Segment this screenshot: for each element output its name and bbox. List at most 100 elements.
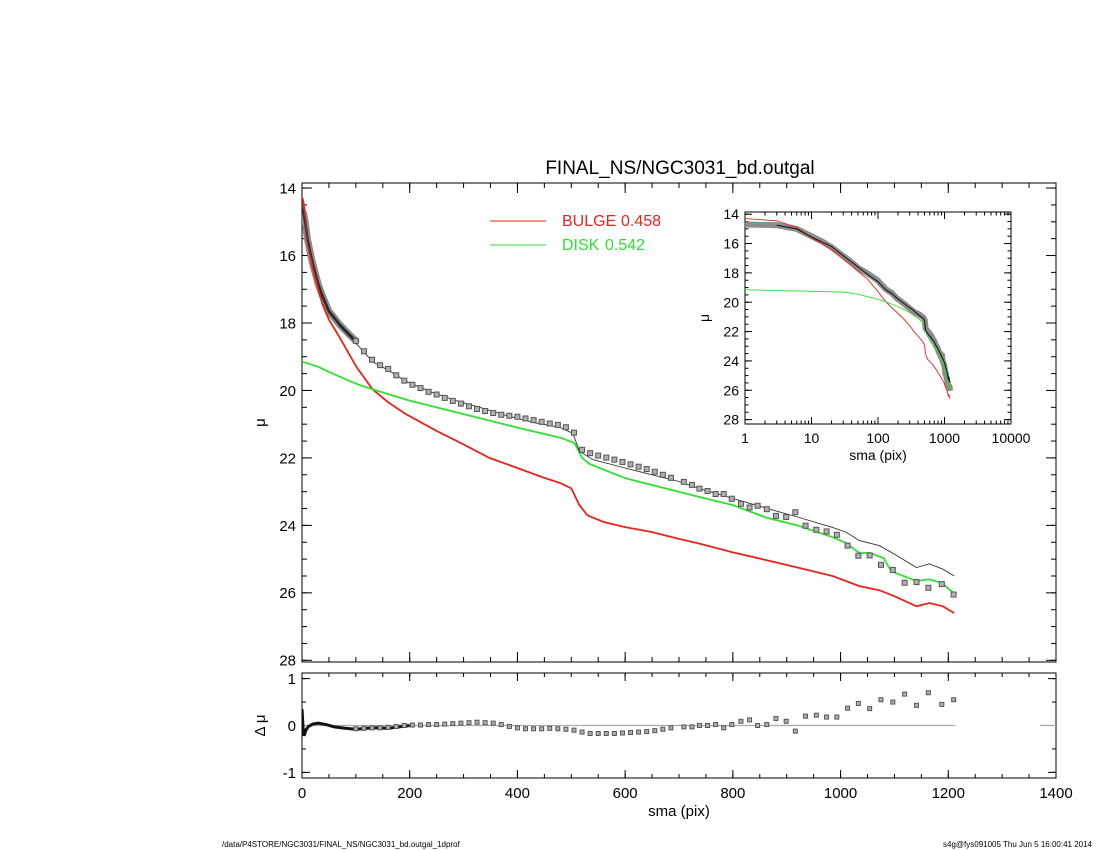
residual-point <box>652 728 658 734</box>
data-point <box>611 456 618 463</box>
inset-disk-line <box>745 289 951 391</box>
data-point <box>913 579 920 586</box>
residual-point <box>878 697 884 703</box>
x-tick-label: 10000 <box>992 430 1031 446</box>
y-tick-label: 20 <box>279 383 296 400</box>
legend-value-disk: 0.542 <box>605 237 645 254</box>
data-point <box>627 461 634 468</box>
y-tick-label: 18 <box>723 265 739 281</box>
residual-point <box>353 726 359 732</box>
residual-x-axis-label: sma (pix) <box>648 803 710 820</box>
data-point <box>538 418 545 425</box>
data-point <box>570 429 577 436</box>
data-point <box>522 415 529 422</box>
y-tick-label: 22 <box>723 324 739 340</box>
residual-point <box>474 719 480 725</box>
data-point <box>514 413 521 420</box>
residual-point <box>845 705 851 711</box>
residual-point <box>603 730 609 736</box>
residual-point <box>773 715 779 721</box>
data-point <box>866 552 873 559</box>
residual-point <box>450 721 456 727</box>
residual-point <box>803 713 809 719</box>
data-point <box>792 509 799 516</box>
y-tick-label: 24 <box>723 353 739 369</box>
data-point <box>783 513 790 520</box>
y-tick-label: 20 <box>723 294 739 310</box>
data-point <box>360 348 367 355</box>
data-point <box>877 561 884 568</box>
inset-bulge-line <box>745 218 951 400</box>
residual-point <box>636 729 642 735</box>
data-point <box>938 581 945 588</box>
residual-point <box>783 718 789 724</box>
residual-point <box>628 730 634 736</box>
residual-point <box>555 726 561 732</box>
residual-point <box>587 730 593 736</box>
y-tick-label: 28 <box>279 653 296 670</box>
data-point <box>393 372 400 379</box>
data-point <box>696 485 703 492</box>
residual-point <box>939 701 945 707</box>
y-tick-label: 14 <box>279 180 296 197</box>
residual-point <box>855 700 861 706</box>
residual-point <box>442 721 448 727</box>
residual-point <box>539 726 545 732</box>
inset-background <box>745 212 1011 424</box>
data-point <box>377 362 384 369</box>
data-point <box>746 504 753 511</box>
residual-point <box>401 723 407 728</box>
residual-point <box>890 699 896 705</box>
data-point <box>385 365 392 372</box>
residual-point <box>668 725 674 731</box>
residual-point <box>644 729 650 735</box>
data-point <box>554 421 561 428</box>
inset-x-axis-label: sma (pix) <box>849 447 907 463</box>
data-point <box>562 424 569 431</box>
data-point <box>474 406 481 413</box>
residual-point <box>482 720 488 726</box>
residual-point <box>434 722 440 728</box>
data-point <box>433 391 440 398</box>
data-point <box>950 591 957 598</box>
y-tick-label: 28 <box>723 412 739 428</box>
data-point <box>728 495 735 502</box>
residual-point <box>466 720 472 726</box>
inset-axes: 1 10 100 1000 10000 14 16 18 20 22 24 26 28 μ sma (pix… <box>696 206 1031 463</box>
residual-point <box>547 725 553 731</box>
residual-point <box>385 724 391 730</box>
data-point <box>603 454 610 461</box>
residual-point <box>824 714 830 720</box>
data-point <box>651 468 658 475</box>
data-point <box>680 478 687 485</box>
data-point <box>688 481 695 488</box>
residual-point <box>925 690 931 696</box>
residual-point <box>813 712 819 718</box>
main-axes: 14 16 18 20 22 24 26 28 μ <box>252 180 1057 670</box>
residual-point <box>867 706 873 712</box>
y-tick-label: 1 <box>288 671 296 688</box>
data-point <box>409 381 416 388</box>
data-point <box>482 408 489 415</box>
residual-point <box>914 702 920 708</box>
data-point <box>844 542 851 549</box>
data-point <box>704 487 711 494</box>
residual-point <box>721 725 727 731</box>
residual-point <box>713 722 719 728</box>
footer-file-path: /data/P4STORE/NGC3031/FINAL_NS/NGC3031_b… <box>222 840 460 849</box>
data-point <box>595 452 602 459</box>
data-point <box>772 512 779 519</box>
residual-point <box>681 724 687 730</box>
data-point <box>587 450 594 457</box>
residual-profile-line <box>302 709 410 737</box>
data-point <box>417 385 424 392</box>
residual-point <box>409 722 415 728</box>
data-point <box>619 458 626 465</box>
residual-point <box>514 725 520 731</box>
x-tick-label: 1000 <box>929 430 960 446</box>
bulge-line <box>302 197 955 614</box>
residual-point <box>417 722 423 728</box>
x-tick-label: 0 <box>298 785 306 802</box>
data-point <box>712 491 719 498</box>
